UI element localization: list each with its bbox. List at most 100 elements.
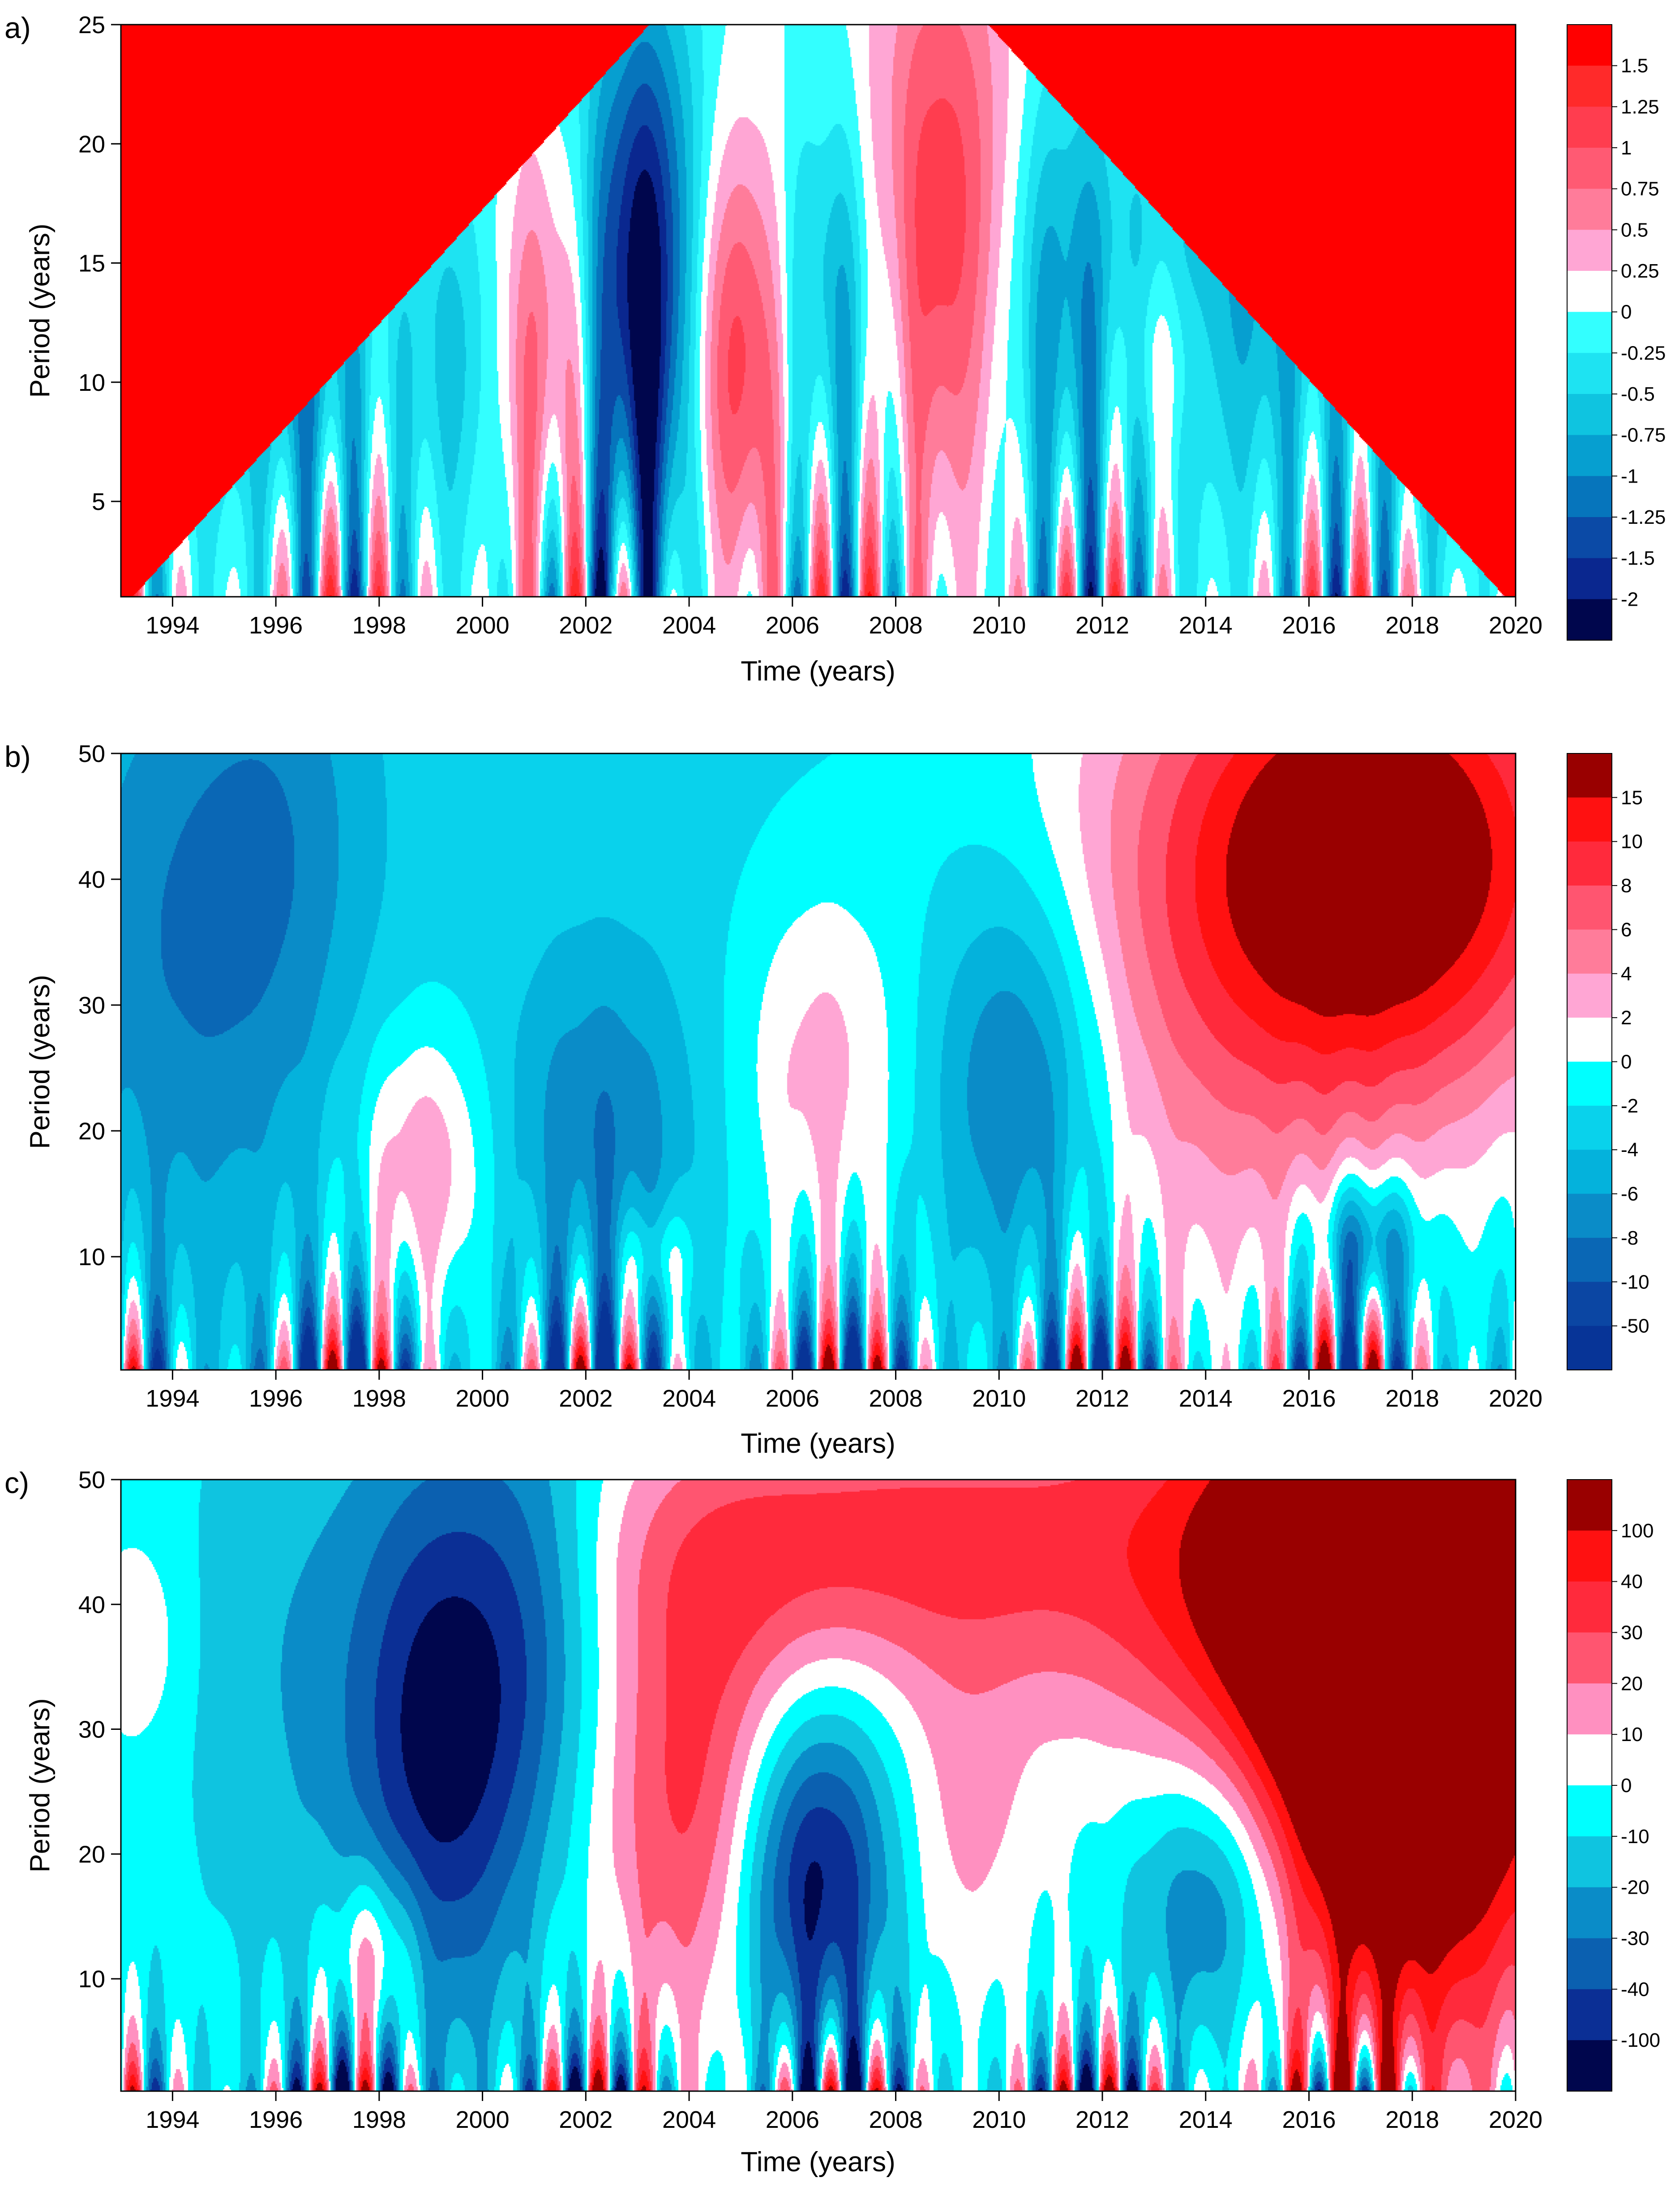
- colorbar-label: 0: [1621, 301, 1632, 323]
- panel-a-frame: [120, 24, 1516, 598]
- x-tick-label: 2016: [1282, 2106, 1336, 2133]
- y-tick-label: 10: [78, 1244, 105, 1271]
- colorbar-label: -0.25: [1621, 342, 1666, 364]
- colorbar-label: -10: [1621, 1271, 1649, 1293]
- colorbar-swatch: [1567, 188, 1612, 230]
- x-tick-label: 2014: [1179, 1385, 1233, 1412]
- colorbar-swatch: [1567, 476, 1612, 518]
- colorbar-swatch: [1567, 435, 1612, 476]
- colorbar-label: -40: [1621, 1978, 1649, 2000]
- colorbar-swatch: [1567, 271, 1612, 312]
- colorbar-label: 15: [1621, 787, 1643, 809]
- colorbar-label: -50: [1621, 1315, 1649, 1337]
- colorbar-label: 40: [1621, 1571, 1643, 1593]
- panel-b-heatmap: [121, 753, 1516, 1370]
- panel-b: b) 1994 1996 1998 2000 2002 2004 2006 2008 2010 2…: [4, 740, 1649, 1459]
- y-tick-label: 15: [78, 250, 105, 277]
- colorbar-swatch: [1567, 558, 1612, 599]
- y-tick-label: 40: [78, 1592, 105, 1618]
- panel-a-plot: 1994 1996 1998 2000 2002 2004 2006 2008 2010 2012…: [25, 12, 1542, 687]
- colorbar-swatch: [1567, 973, 1612, 1018]
- colorbar-label: -100: [1621, 2029, 1660, 2051]
- colorbar-label: 0.25: [1621, 260, 1659, 282]
- colorbar-label: 10: [1621, 1724, 1643, 1746]
- y-tick-label: 30: [78, 1716, 105, 1743]
- colorbar-label: 20: [1621, 1673, 1643, 1694]
- panel-c-ylabel: Period (years): [25, 1698, 56, 1872]
- x-tick-label: 2020: [1489, 2106, 1542, 2133]
- colorbar-label: -2: [1621, 588, 1638, 610]
- x-tick-label: 2002: [559, 1385, 613, 1412]
- panel-c-heatmap: [121, 1480, 1516, 2091]
- colorbar-label: 100: [1621, 1520, 1654, 1542]
- colorbar-swatch: [1567, 1581, 1612, 1633]
- x-tick-label: 2000: [456, 612, 510, 639]
- colorbar-swatch: [1567, 230, 1612, 271]
- colorbar-swatch: [1567, 1836, 1612, 1888]
- x-tick-label: 2008: [869, 612, 922, 639]
- panel-b-frame: [120, 753, 1516, 1371]
- colorbar-swatch: [1567, 1061, 1612, 1106]
- colorbar-label: 1.25: [1621, 96, 1659, 118]
- y-tick-label: 30: [78, 992, 105, 1019]
- panel-b-colorbar: 15 10 8 6 4 2 0 -2 -4 -6 -8 -10 -50: [1567, 753, 1649, 1370]
- panel-c-y-ticks: 10 20 30 40 50: [78, 1467, 121, 1993]
- colorbar-swatch: [1567, 353, 1612, 394]
- colorbar-swatch: [1567, 1018, 1612, 1062]
- panel-c: c) 1994 1996 1998 2000 2002 2004 2006 2008 2010 2…: [4, 1466, 1660, 2178]
- panel-b-y-ticks: 10 20 30 40 50: [78, 740, 121, 1271]
- x-tick-label: 1994: [146, 2106, 199, 2133]
- x-tick-label: 1994: [146, 1385, 199, 1412]
- colorbar-swatch: [1567, 312, 1612, 353]
- panel-c-label: c): [4, 1466, 29, 1499]
- y-tick-label: 50: [78, 1467, 105, 1493]
- colorbar-swatch: [1567, 107, 1612, 148]
- x-tick-label: 2004: [662, 2106, 716, 2133]
- y-tick-label: 20: [78, 1118, 105, 1145]
- colorbar-swatch: [1567, 797, 1612, 842]
- colorbar-swatch: [1567, 1989, 1612, 2041]
- colorbar-label: 2: [1621, 1007, 1632, 1029]
- colorbar-swatch: [1567, 753, 1612, 798]
- x-tick-label: 2000: [456, 1385, 510, 1412]
- x-tick-label: 2012: [1075, 612, 1129, 639]
- colorbar-label: 8: [1621, 875, 1632, 897]
- colorbar-label: 0: [1621, 1775, 1632, 1797]
- x-tick-label: 2008: [869, 1385, 922, 1412]
- colorbar-swatch: [1567, 1938, 1612, 1990]
- y-tick-label: 20: [78, 131, 105, 158]
- panel-a-ylabel: Period (years): [25, 223, 56, 398]
- x-tick-label: 2016: [1282, 1385, 1336, 1412]
- colorbar-swatch: [1567, 1326, 1612, 1370]
- y-tick-label: 10: [78, 1966, 105, 1993]
- x-tick-label: 2018: [1385, 2106, 1439, 2133]
- colorbar-swatch: [1567, 1734, 1612, 1786]
- y-tick-label: 5: [92, 488, 105, 515]
- x-tick-label: 1996: [249, 2106, 303, 2133]
- panel-a-colorbar: 1.5 1.25 1 0.75 0.5 0.25 0 -0.25 -0.5 -0.75 -1 -1.2…: [1567, 24, 1666, 641]
- panel-c-xlabel: Time (years): [741, 2147, 895, 2178]
- colorbar-swatch: [1567, 1683, 1612, 1735]
- panel-c-x-ticks: 1994 1996 1998 2000 2002 2004 2006 2008 2010 2012…: [146, 2091, 1542, 2133]
- colorbar-label: -8: [1621, 1227, 1638, 1249]
- colorbar-swatch: [1567, 1194, 1612, 1238]
- x-tick-label: 2014: [1179, 2106, 1233, 2133]
- panel-a-heatmap: [121, 25, 1516, 597]
- x-tick-label: 2018: [1385, 1385, 1439, 1412]
- y-tick-label: 20: [78, 1841, 105, 1868]
- colorbar-label: -0.75: [1621, 424, 1666, 446]
- colorbar-swatch: [1567, 25, 1612, 66]
- x-tick-label: 2002: [559, 2106, 613, 2133]
- colorbar-swatch: [1567, 1480, 1612, 1531]
- colorbar-label: -1.5: [1621, 548, 1655, 569]
- colorbar-label: -10: [1621, 1826, 1649, 1848]
- panel-a: a) 1994 1996 1998 2000 2002 2004 2006 2008 2010 2…: [4, 11, 1666, 687]
- colorbar-label: 6: [1621, 919, 1632, 941]
- colorbar-swatch: [1567, 1530, 1612, 1582]
- x-tick-label: 2002: [559, 612, 613, 639]
- colorbar-swatch: [1567, 517, 1612, 559]
- y-tick-label: 40: [78, 866, 105, 893]
- colorbar-swatch: [1567, 1887, 1612, 1938]
- colorbar-label: -0.5: [1621, 383, 1655, 405]
